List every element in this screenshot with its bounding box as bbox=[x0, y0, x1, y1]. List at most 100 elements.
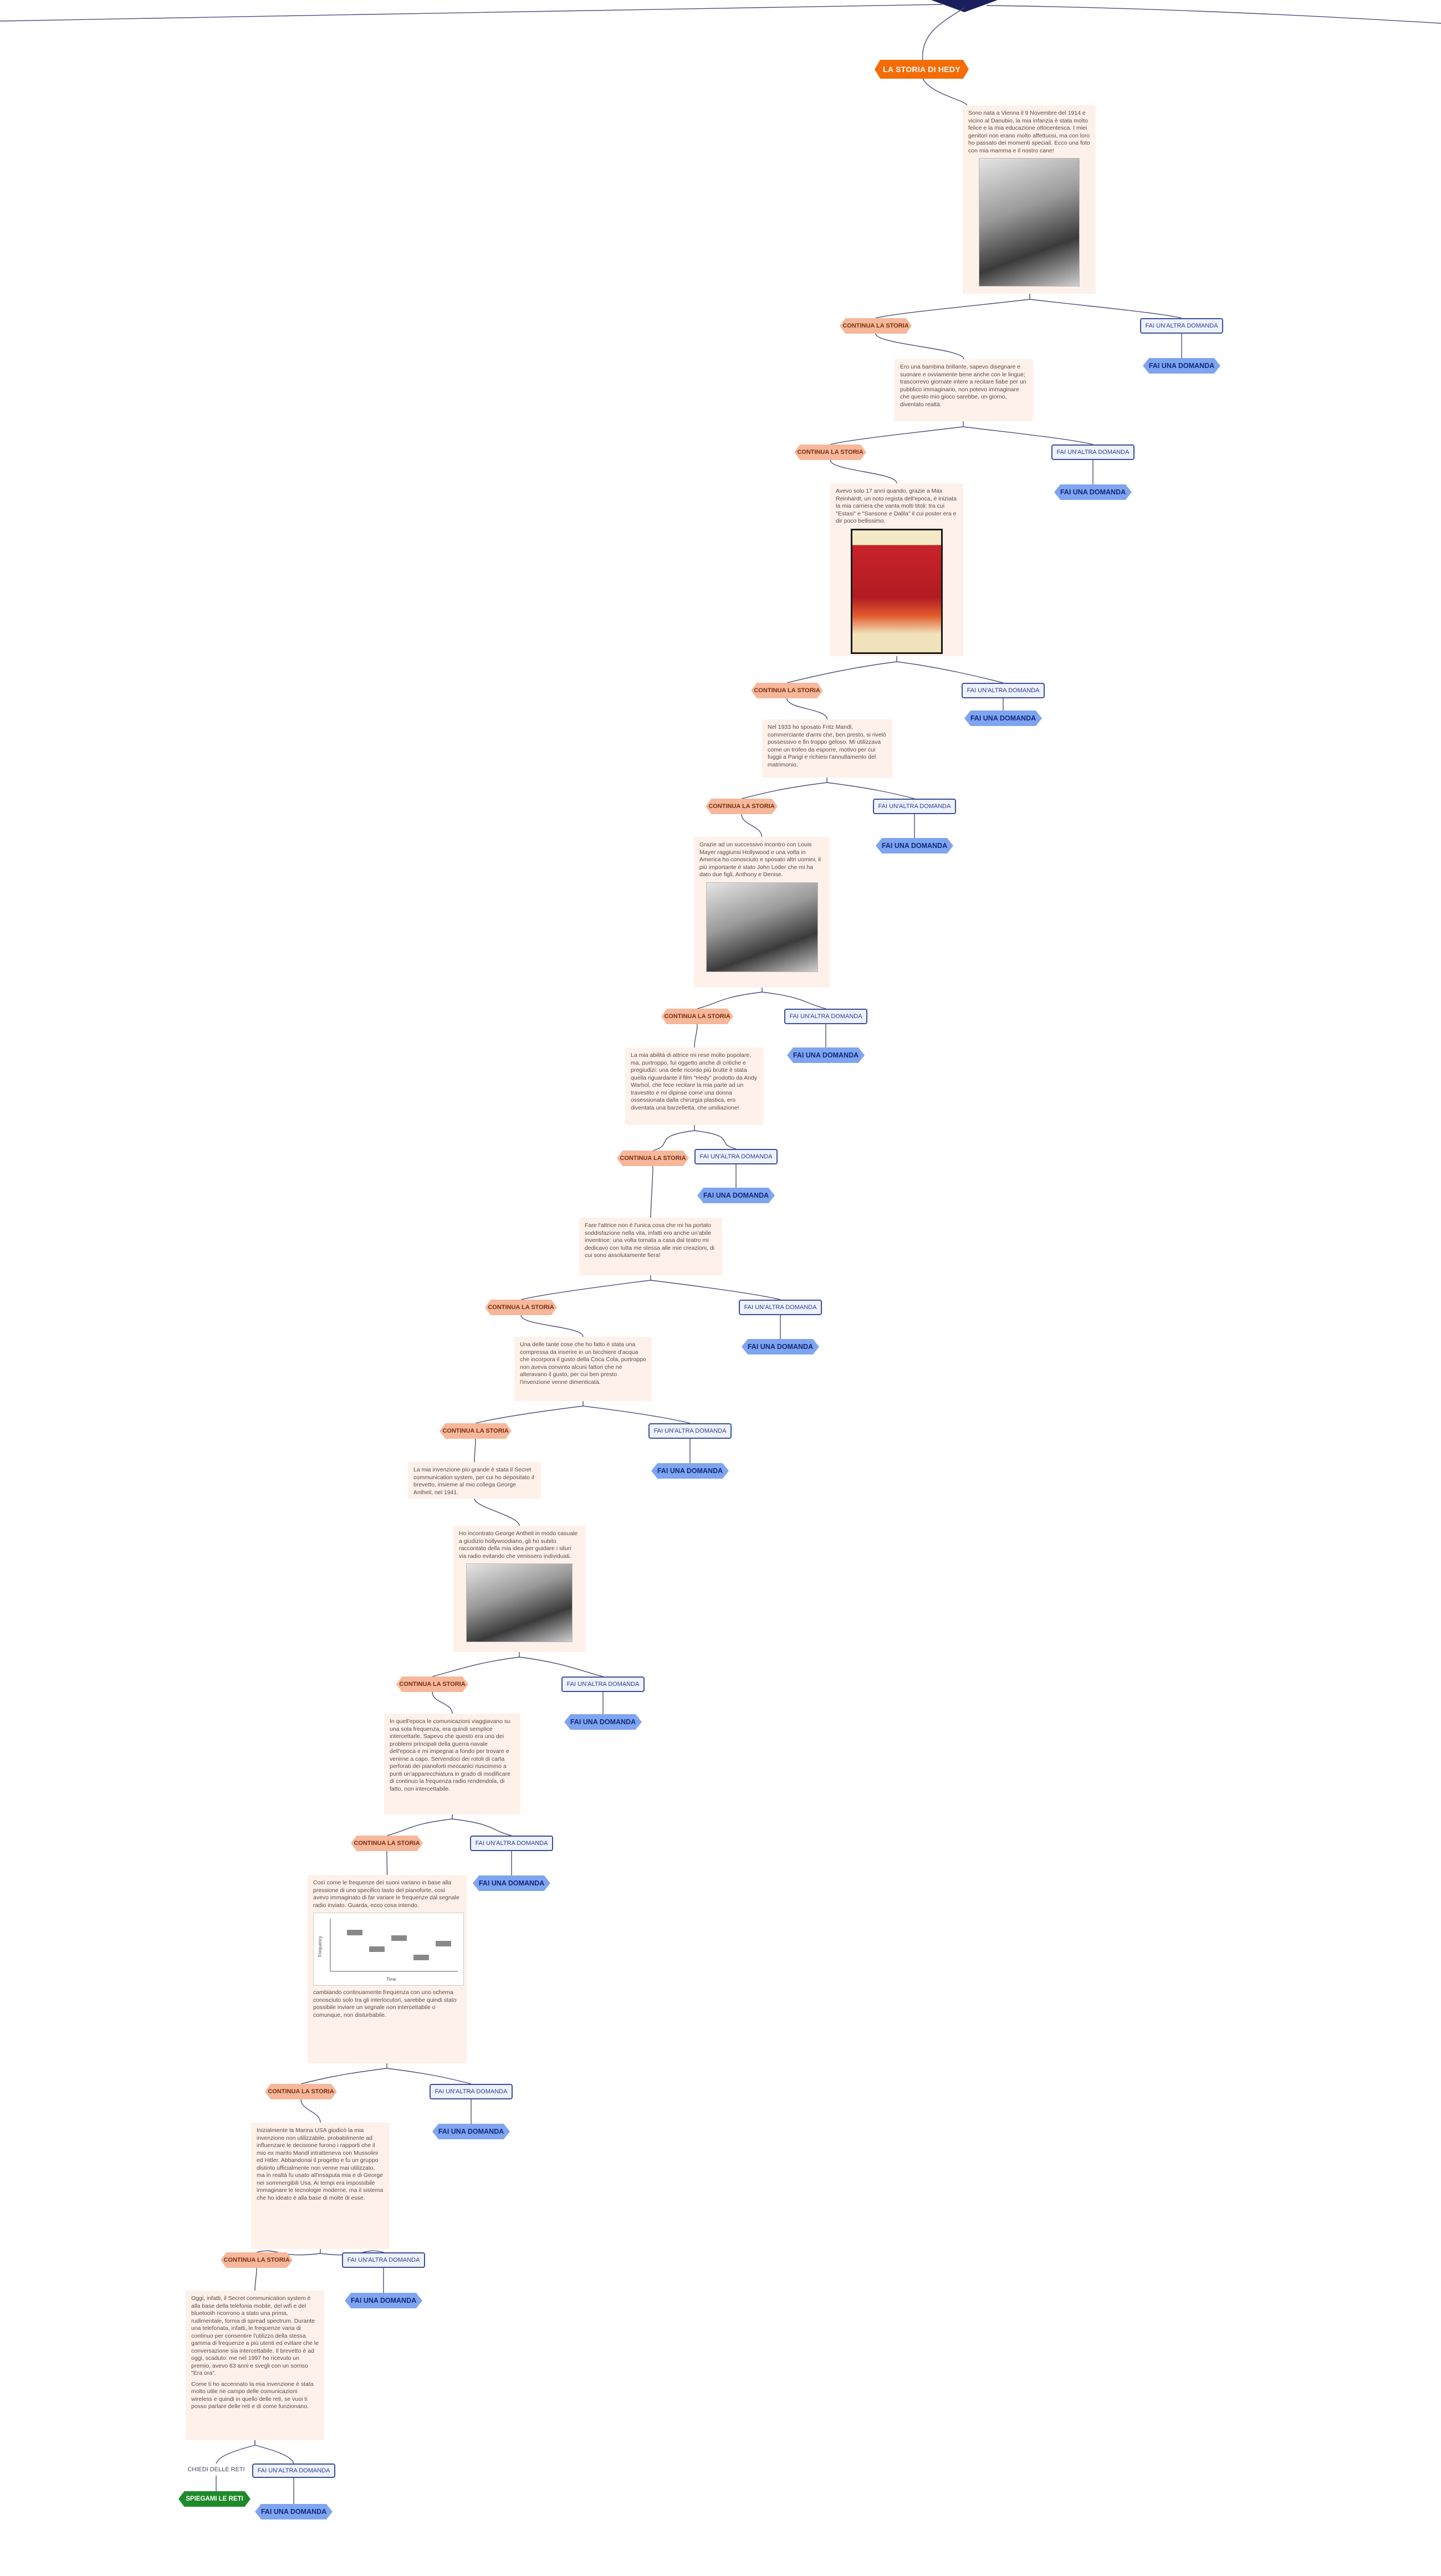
story-card: Una delle tante cose che ho fatto è stat… bbox=[514, 1337, 652, 1401]
ask-about-networks-label[interactable]: CHIEDI DELLE RETI bbox=[187, 2466, 245, 2473]
ask-another-question-button[interactable]: FAI UN'ALTRA DOMANDA bbox=[1140, 318, 1223, 334]
story-card: Avevo solo 17 anni quando, grazie a Max … bbox=[830, 483, 963, 656]
connector-line bbox=[519, 1657, 604, 1677]
connector-line bbox=[786, 661, 897, 683]
story-card: Così come le frequenze dei suoni variano… bbox=[308, 1875, 467, 2063]
story-text: Grazie ad un successivo incontro con Lou… bbox=[699, 841, 821, 878]
continue-story-button[interactable]: CONTINUA LA STORIA bbox=[221, 2252, 293, 2268]
chart-ylabel: Frequency bbox=[318, 1936, 323, 1957]
continue-story-button[interactable]: CONTINUA LA STORIA bbox=[396, 1677, 468, 1692]
continue-story-button[interactable]: CONTINUA LA STORIA bbox=[617, 1151, 689, 1166]
story-card: Grazie ad un successivo incontro con Lou… bbox=[694, 837, 830, 988]
connector-line bbox=[762, 991, 826, 1009]
connector-line bbox=[432, 1691, 453, 1714]
ask-another-question-button[interactable]: FAI UN'ALTRA DOMANDA bbox=[739, 1300, 822, 1315]
connector-line bbox=[650, 1280, 781, 1300]
story-card: La mia invenzione più grande è stata il … bbox=[408, 1462, 541, 1499]
connector-line bbox=[520, 1280, 651, 1300]
ask-another-question-button[interactable]: FAI UN'ALTRA DOMANDA bbox=[784, 1009, 867, 1024]
ask-question-button[interactable]: FAI UNA DOMANDA bbox=[564, 1714, 642, 1730]
ask-question-button[interactable]: FAI UNA DOMANDA bbox=[787, 1047, 865, 1063]
ask-question-button[interactable]: FAI UNA DOMANDA bbox=[1054, 484, 1132, 500]
ask-question-button[interactable]: FAI UNA DOMANDA bbox=[697, 1188, 775, 1203]
connector-line bbox=[986, 5, 1441, 24]
ask-question-button[interactable]: FAI UNA DOMANDA bbox=[964, 711, 1042, 726]
connector-line bbox=[474, 1498, 520, 1526]
connector-line bbox=[1029, 299, 1182, 319]
connector-line bbox=[697, 991, 763, 1009]
ask-another-question-button[interactable]: FAI UN'ALTRA DOMANDA bbox=[470, 1836, 553, 1851]
connector-line bbox=[432, 1657, 520, 1677]
continue-story-button[interactable]: CONTINUA LA STORIA bbox=[751, 683, 823, 698]
continue-story-button[interactable]: CONTINUA LA STORIA bbox=[840, 318, 912, 334]
connector-line bbox=[650, 1166, 653, 1218]
story-card: Fare l'attrice non è l'unica cosa che mi… bbox=[579, 1218, 722, 1275]
ask-question-button[interactable]: FAI UNA DOMANDA bbox=[651, 1463, 729, 1479]
story-card: Nel 1933 ho sposato Fritz Mandl, commerc… bbox=[762, 719, 892, 778]
story-text: La mia invenzione più grande è stata il … bbox=[413, 1466, 534, 1496]
ask-another-question-button[interactable]: FAI UN'ALTRA DOMANDA bbox=[430, 2084, 513, 2099]
ask-another-question-button[interactable]: FAI UN'ALTRA DOMANDA bbox=[648, 1423, 732, 1439]
connector-line bbox=[922, 78, 968, 106]
connector-line bbox=[830, 426, 964, 445]
connector-line bbox=[474, 1438, 476, 1463]
ask-another-question-button[interactable]: FAI UN'ALTRA DOMANDA bbox=[561, 1677, 645, 1692]
continue-story-button[interactable]: CONTINUA LA STORIA bbox=[351, 1836, 423, 1851]
explain-networks-button[interactable]: SPIEGAMI LE RETI bbox=[178, 2491, 251, 2507]
story-text: Fare l'attrice non è l'unica cosa che mi… bbox=[585, 1222, 715, 1259]
ask-another-question-button[interactable]: FAI UN'ALTRA DOMANDA bbox=[1051, 444, 1135, 460]
connector-line bbox=[694, 1024, 698, 1048]
frequency-hopping-chart: Time Frequency bbox=[313, 1913, 464, 1986]
connector-line bbox=[216, 2445, 256, 2464]
photo-image bbox=[466, 1563, 573, 1642]
story-card: La mia abilità di attrice mi rese molto … bbox=[625, 1047, 764, 1125]
connector-line bbox=[520, 1315, 584, 1337]
connector-line bbox=[254, 2445, 294, 2464]
ask-question-button[interactable]: FAI UNA DOMANDA bbox=[1143, 358, 1220, 374]
root-node[interactable] bbox=[931, 0, 998, 12]
ask-question-button[interactable]: FAI UNA DOMANDA bbox=[742, 1339, 819, 1355]
connector-line bbox=[875, 299, 1030, 319]
ask-question-button[interactable]: FAI UNA DOMANDA bbox=[432, 2124, 510, 2139]
connector-line bbox=[582, 1405, 691, 1424]
connector-line bbox=[300, 2068, 387, 2084]
ask-another-question-button[interactable]: FAI UN'ALTRA DOMANDA bbox=[342, 2252, 425, 2268]
story-text: Oggi, infatti, il Secret communication s… bbox=[191, 2295, 319, 2376]
title-node-hedy-story[interactable]: LA STORIA DI HEDY bbox=[875, 60, 969, 79]
connector-line bbox=[254, 2267, 257, 2291]
photo-image bbox=[706, 882, 818, 972]
connector-line bbox=[875, 333, 964, 360]
story-text-continued: cambiando continuamente frequenza con un… bbox=[313, 1989, 457, 2018]
story-text: Inizialmente la Marina USA giudicò la mi… bbox=[257, 2127, 384, 2201]
ask-question-button[interactable]: FAI UNA DOMANDA bbox=[876, 838, 953, 853]
story-text: In quell'epoca le comunicazioni viaggiav… bbox=[390, 1718, 510, 1792]
story-text: Avevo solo 17 anni quando, grazie a Max … bbox=[836, 488, 957, 524]
story-card: In quell'epoca le comunicazioni viaggiav… bbox=[384, 1714, 520, 1815]
ask-another-question-button[interactable]: FAI UN'ALTRA DOMANDA bbox=[962, 683, 1045, 698]
story-text: Sono nata a Vienna il 9 Novembre del 191… bbox=[968, 110, 1090, 154]
continue-story-button[interactable]: CONTINUA LA STORIA bbox=[265, 2084, 337, 2099]
continue-story-button[interactable]: CONTINUA LA STORIA bbox=[440, 1423, 512, 1439]
connector-line bbox=[694, 1130, 737, 1149]
story-text: Nel 1933 ho sposato Fritz Mandl, commerc… bbox=[768, 724, 886, 768]
continue-story-button[interactable]: CONTINUA LA STORIA bbox=[706, 799, 778, 814]
ask-another-question-button[interactable]: FAI UN'ALTRA DOMANDA bbox=[694, 1149, 778, 1164]
ask-question-button[interactable]: FAI UNA DOMANDA bbox=[345, 2293, 422, 2308]
ask-question-button[interactable]: FAI UNA DOMANDA bbox=[255, 2504, 333, 2519]
story-text: Una delle tante cose che ho fatto è stat… bbox=[520, 1341, 646, 1386]
ask-another-question-button[interactable]: FAI UN'ALTRA DOMANDA bbox=[252, 2463, 335, 2478]
story-text: Così come le frequenze dei suoni variano… bbox=[313, 1879, 459, 1909]
continue-story-button[interactable]: CONTINUA LA STORIA bbox=[794, 444, 866, 460]
ask-question-button[interactable]: FAI UNA DOMANDA bbox=[473, 1875, 550, 1891]
ask-another-question-button[interactable]: FAI UN'ALTRA DOMANDA bbox=[873, 799, 956, 814]
connector-line bbox=[652, 1130, 695, 1151]
connector-line bbox=[896, 661, 1004, 683]
story-card: Ero una bambina brillante, sapevo disegn… bbox=[895, 359, 1033, 421]
connector-line bbox=[786, 698, 828, 720]
connector-line bbox=[452, 1818, 512, 1836]
continue-story-button[interactable]: CONTINUA LA STORIA bbox=[485, 1300, 557, 1315]
continue-story-button[interactable]: CONTINUA LA STORIA bbox=[661, 1009, 733, 1024]
connector-line bbox=[826, 782, 915, 799]
connector-line bbox=[922, 7, 965, 62]
